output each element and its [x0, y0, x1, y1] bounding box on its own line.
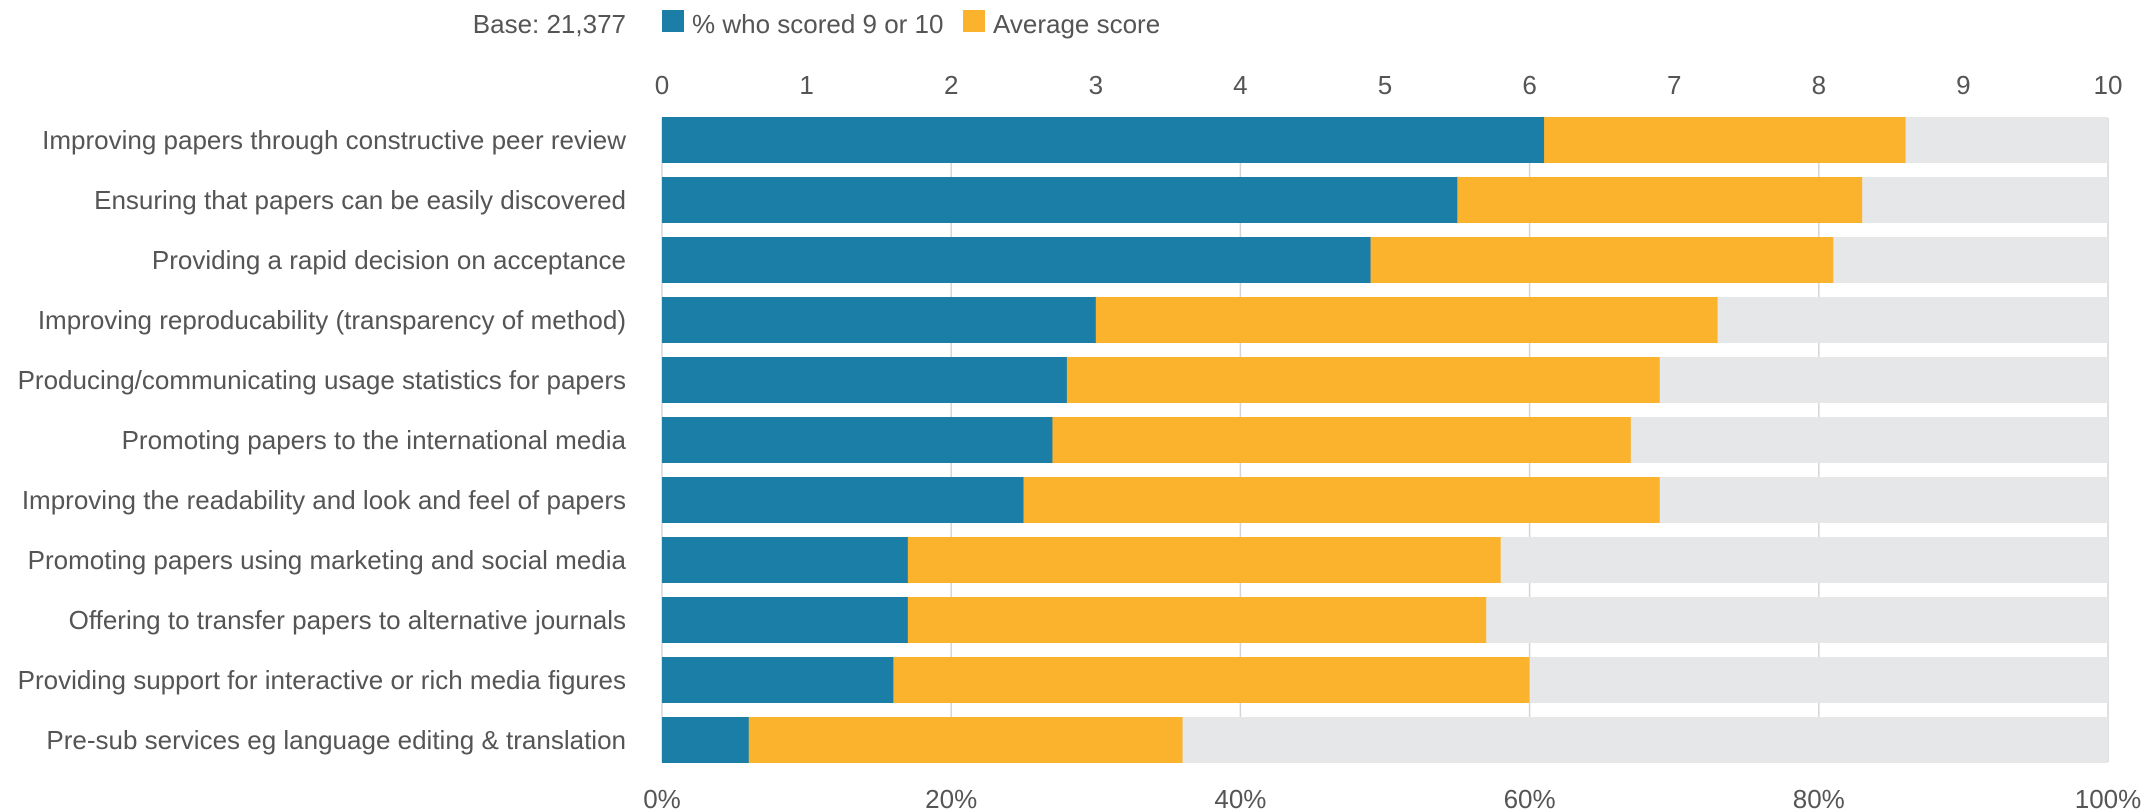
top-axis-ticks: 0 1 2 3 4 5 6 7 8 9 10: [655, 70, 2123, 100]
top-axis-tick-label: 0: [655, 70, 669, 100]
category-label: Promoting papers to the international me…: [122, 425, 627, 455]
top-axis-tick-label: 6: [1522, 70, 1536, 100]
bottom-axis-tick-label: 0%: [643, 784, 681, 812]
legend-swatch-percent: [662, 10, 684, 32]
bar-percent-9-10: [662, 357, 1067, 403]
bottom-axis-tick-label: 20%: [925, 784, 977, 812]
category-label: Improving the readability and look and f…: [22, 485, 626, 515]
category-label: Improving reproducability (transparency …: [38, 305, 626, 335]
bar-percent-9-10: [662, 417, 1053, 463]
legend-label-percent: % who scored 9 or 10: [692, 9, 943, 39]
category-label: Pre-sub services eg language editing & t…: [46, 725, 626, 755]
top-axis-tick-label: 2: [944, 70, 958, 100]
top-axis-tick-label: 7: [1667, 70, 1681, 100]
percent-bars: [662, 117, 1545, 763]
bar-percent-9-10: [662, 477, 1024, 523]
bottom-axis-tick-label: 60%: [1504, 784, 1556, 812]
bar-percent-9-10: [662, 537, 908, 583]
bottom-axis-tick-label: 80%: [1793, 784, 1845, 812]
bar-percent-9-10: [662, 297, 1096, 343]
legend-swatch-average: [963, 10, 985, 32]
bar-percent-9-10: [662, 177, 1458, 223]
header: Base: 21,377 % who scored 9 or 10 Averag…: [473, 9, 1160, 39]
category-label: Improving papers through constructive pe…: [42, 125, 626, 155]
bar-percent-9-10: [662, 717, 749, 763]
bar-percent-9-10: [662, 117, 1545, 163]
bar-percent-9-10: [662, 657, 894, 703]
top-axis-tick-label: 1: [799, 70, 813, 100]
category-label: Ensuring that papers can be easily disco…: [94, 185, 626, 215]
top-axis-tick-label: 5: [1378, 70, 1392, 100]
category-label: Producing/communicating usage statistics…: [18, 365, 626, 395]
category-label: Providing support for interactive or ric…: [18, 665, 626, 695]
top-axis-tick-label: 9: [1956, 70, 1970, 100]
bottom-axis-ticks: 0% 20% 40% 60% 80% 100%: [643, 784, 2141, 812]
bar-percent-9-10: [662, 237, 1371, 283]
legend: % who scored 9 or 10 Average score: [662, 9, 1160, 39]
top-axis-tick-label: 4: [1233, 70, 1247, 100]
bottom-axis-tick-label: 40%: [1214, 784, 1266, 812]
top-axis-tick-label: 8: [1812, 70, 1826, 100]
bar-percent-9-10: [662, 597, 908, 643]
category-label: Offering to transfer papers to alternati…: [69, 605, 626, 635]
legend-label-average: Average score: [993, 9, 1160, 39]
top-axis-tick-label: 3: [1089, 70, 1103, 100]
top-axis-tick-label: 10: [2094, 70, 2123, 100]
category-label: Promoting papers using marketing and soc…: [28, 545, 627, 575]
category-label: Providing a rapid decision on acceptance: [152, 245, 626, 275]
base-label: Base: 21,377: [473, 9, 626, 39]
bottom-axis-tick-label: 100%: [2075, 784, 2142, 812]
category-labels: Improving papers through constructive pe…: [18, 125, 627, 755]
